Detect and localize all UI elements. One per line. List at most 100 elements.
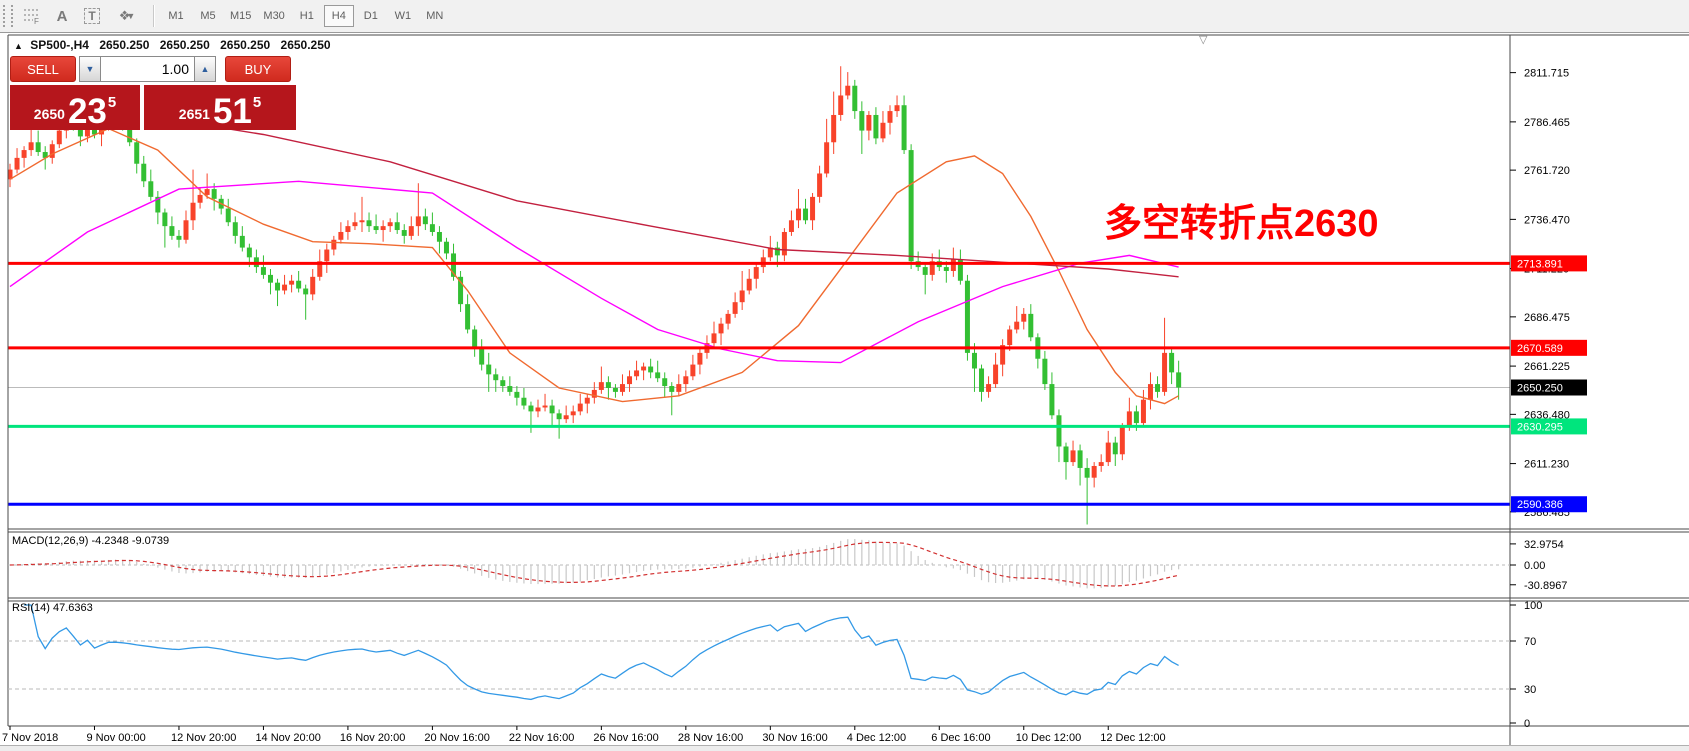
- chart-canvas[interactable]: 2811.7152786.4652761.7202736.4702711.220…: [0, 33, 1689, 745]
- sell-button[interactable]: SELL: [10, 56, 76, 82]
- candle-body: [859, 111, 865, 131]
- volume-input[interactable]: [101, 56, 194, 82]
- price-tick-label: 2786.465: [1524, 117, 1570, 129]
- candle-body: [887, 111, 893, 123]
- candle-body: [732, 302, 738, 314]
- candle-body: [148, 181, 154, 197]
- collapse-triangle-icon[interactable]: ▲: [14, 41, 23, 51]
- candle-body: [514, 391, 520, 398]
- timeframe-m5[interactable]: M5: [193, 5, 223, 27]
- candle-body: [296, 280, 302, 289]
- candle-body: [472, 329, 478, 348]
- arrows-tool-button[interactable]: ❖ ▼: [107, 4, 147, 28]
- volume-decrease-button[interactable]: ▼: [79, 56, 101, 82]
- text-label-tool-button[interactable]: A: [47, 4, 77, 28]
- chart-shift-marker[interactable]: ▽: [1199, 34, 1208, 46]
- candle-body: [824, 142, 830, 174]
- candle-body: [873, 114, 879, 139]
- candle-body: [612, 387, 618, 392]
- candle-body: [542, 405, 548, 408]
- candle-body: [387, 222, 393, 227]
- candle-body: [260, 267, 266, 275]
- candle-body: [1126, 411, 1132, 427]
- timeframe-m1[interactable]: M1: [161, 5, 191, 27]
- candle-body: [141, 163, 147, 182]
- fibonacci-tool-button[interactable]: F: [17, 4, 47, 28]
- candle-body: [1119, 426, 1125, 455]
- trade-buttons-row: SELL ▼ ▲ BUY: [10, 55, 296, 83]
- text-label-icon: A: [56, 7, 68, 25]
- toolbar-grip[interactable]: [3, 5, 13, 27]
- ask-pip-digit: 5: [252, 94, 262, 111]
- ma-medium-line: [9, 180, 1179, 364]
- candle-body: [894, 105, 900, 112]
- ohlc-high: 2650.250: [159, 38, 210, 52]
- candle-body: [521, 397, 527, 406]
- candle-body: [676, 384, 682, 392]
- price-tag-label: 2630.295: [1517, 421, 1563, 433]
- price-tick-label: 2736.470: [1524, 214, 1570, 226]
- candle-body: [507, 386, 513, 392]
- candle-body: [380, 226, 386, 231]
- timeframe-m15[interactable]: M15: [225, 5, 256, 27]
- candle-body: [1007, 329, 1013, 346]
- ask-prefix: 2651: [178, 106, 210, 122]
- one-click-trading-panel: SELL ▼ ▲ BUY 2650 23 5 2651 51 5: [10, 55, 296, 130]
- candle-body: [1084, 467, 1090, 478]
- timeframe-w1[interactable]: W1: [388, 5, 418, 27]
- price-tag: [1511, 379, 1587, 396]
- candle-body: [986, 384, 992, 392]
- candle-body: [317, 261, 323, 277]
- candle-body: [42, 152, 48, 158]
- volume-increase-button[interactable]: ▲: [194, 56, 216, 82]
- candle-body: [422, 216, 428, 225]
- timeframe-d1[interactable]: D1: [356, 5, 386, 27]
- price-tag: [1511, 255, 1587, 272]
- text-tool-button[interactable]: T: [77, 4, 107, 28]
- timeframe-h1[interactable]: H1: [292, 5, 322, 27]
- timeframe-group: M1 M5 M15 M30 H1 H4 D1 W1 MN: [161, 5, 450, 27]
- toolbar-separator: [153, 5, 155, 27]
- candle-body: [310, 276, 316, 295]
- candle-body: [563, 415, 569, 420]
- candle-body: [655, 372, 661, 379]
- candle-body: [1176, 372, 1182, 388]
- price-tick-label: 2661.225: [1524, 361, 1570, 373]
- macd-header: MACD(12,26,9) -4.2348 -9.0739: [12, 535, 170, 547]
- time-label: 7 Nov 2018: [2, 732, 58, 744]
- arrows-icon: ❖: [118, 8, 131, 23]
- candle-body: [28, 142, 34, 151]
- price-tick-label: 2636.480: [1524, 409, 1570, 421]
- timeframe-mn[interactable]: MN: [420, 5, 450, 27]
- timeframe-m30[interactable]: M30: [258, 5, 289, 27]
- candle-body: [1077, 450, 1083, 468]
- candle-body: [619, 384, 625, 392]
- timeframe-h4[interactable]: H4: [323, 5, 354, 27]
- buy-button[interactable]: BUY: [225, 56, 291, 82]
- candle-body: [1000, 345, 1006, 365]
- candle-body: [950, 259, 956, 271]
- candle-body: [155, 196, 161, 213]
- candle-body: [239, 235, 245, 248]
- candle-body: [662, 378, 668, 387]
- rsi-scale-label: 30: [1524, 684, 1536, 696]
- candle-body: [77, 126, 83, 137]
- candle-body: [359, 220, 365, 223]
- candle-body: [1147, 384, 1153, 400]
- svg-text:F: F: [34, 17, 39, 25]
- candle-body: [134, 142, 140, 164]
- candle-body: [1070, 450, 1076, 463]
- candle-body: [1021, 313, 1027, 322]
- price-tick-label: 2761.720: [1524, 165, 1570, 177]
- candle-body: [479, 347, 485, 365]
- candle-body: [922, 267, 928, 275]
- candle-body: [788, 220, 794, 232]
- bid-ask-display: 2650 23 5 2651 51 5: [10, 85, 296, 130]
- candle-body: [401, 230, 407, 236]
- candle-body: [7, 169, 13, 180]
- candle-body: [979, 368, 985, 392]
- candle-body: [690, 364, 696, 377]
- ohlc-close: 2650.250: [280, 38, 331, 52]
- candle-body: [957, 259, 963, 281]
